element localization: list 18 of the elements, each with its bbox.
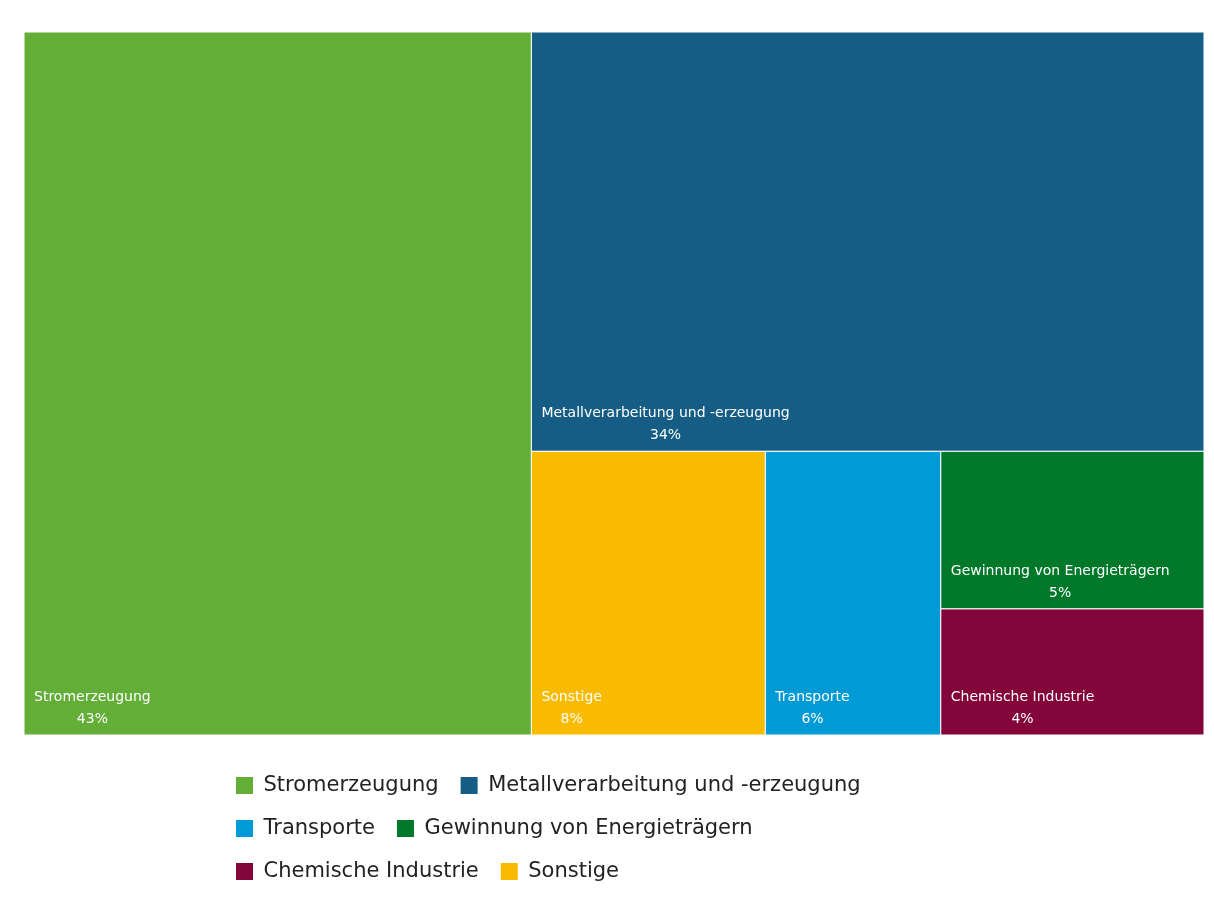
category-label: Transporte	[262, 814, 375, 839]
category-label: Stromerzeugung	[263, 771, 439, 796]
category-label: Gewinnung von Energieträgern	[424, 814, 753, 839]
data-label: 8%	[560, 710, 583, 726]
category-label: Sonstige	[541, 688, 602, 704]
category-label: Metallverarbeitung und -erzeugung	[488, 771, 861, 796]
category-label: Gewinnung von Energieträgern	[950, 561, 1170, 578]
category-label: Metallverarbeitung und -erzeugung	[541, 404, 790, 421]
category-label: Chemische Industrie	[263, 857, 479, 882]
category-label: Transporte	[775, 688, 850, 704]
category-label: Sonstige	[528, 857, 620, 882]
data-label: 43%	[76, 710, 108, 726]
category-label: Chemische Industrie	[950, 688, 1095, 704]
data-label: 34%	[650, 426, 682, 443]
data-label: 5%	[1049, 583, 1072, 600]
category-label: Stromerzeugung	[34, 688, 151, 704]
data-label: 4%	[1011, 710, 1034, 726]
data-label: 6%	[801, 710, 824, 726]
